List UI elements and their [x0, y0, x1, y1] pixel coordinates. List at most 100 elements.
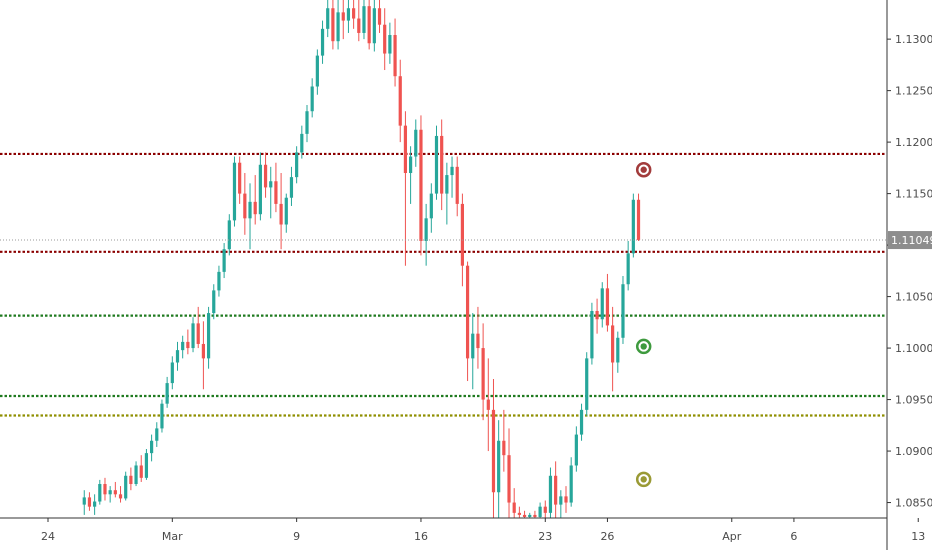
level-marker-2 [635, 471, 652, 488]
candle [590, 302, 594, 365]
candle-body [481, 348, 485, 400]
candle-body [409, 156, 413, 174]
candle-body [471, 333, 475, 359]
candle-body [87, 497, 92, 507]
candle [274, 162, 278, 213]
candle [191, 317, 195, 353]
candle-body [118, 494, 123, 499]
candle-body [512, 502, 516, 513]
price-tick-label: 1.12500 [895, 85, 932, 98]
candle [258, 152, 262, 221]
candle-body [367, 6, 371, 44]
candle [160, 399, 164, 433]
candle [507, 428, 511, 518]
candle-body [295, 152, 299, 178]
candle-body [590, 311, 594, 359]
candle [574, 426, 578, 472]
candle [424, 203, 428, 266]
candle-body [243, 193, 247, 219]
candle-body [284, 197, 288, 225]
candle-body [253, 201, 257, 215]
candle-body [403, 125, 408, 174]
candle-body [502, 440, 506, 456]
current-price-tag-label: 1.11049 [891, 234, 932, 247]
candle [554, 461, 558, 518]
candle [502, 409, 506, 472]
candle-body [574, 434, 578, 466]
candle [186, 329, 190, 355]
candle-body [258, 164, 262, 215]
candle-body [170, 362, 174, 384]
candle-body [181, 341, 185, 351]
candle [367, 0, 371, 50]
candle-body [414, 129, 418, 157]
candle [605, 273, 610, 332]
candle-body [274, 181, 278, 204]
level-marker-0 [635, 161, 652, 178]
candle-body [320, 28, 325, 56]
candle [579, 403, 584, 441]
candle-body [155, 428, 159, 441]
candle [548, 467, 553, 518]
candle [144, 449, 149, 480]
candle [103, 477, 107, 501]
candle [631, 193, 635, 258]
candle-body [388, 35, 392, 54]
time-axis[interactable]: 24 Mar 9 16 23 26 Apr 6 13 [41, 518, 925, 543]
candle-body [522, 514, 527, 517]
candle-body [434, 135, 439, 194]
candle [450, 156, 454, 198]
candle [626, 240, 630, 291]
candle [150, 434, 154, 462]
candle-body [440, 135, 444, 194]
price-tick-label: 1.12000 [895, 136, 932, 149]
candle-body [595, 311, 599, 320]
time-tick-label: 23 [538, 530, 552, 543]
candle [528, 512, 532, 518]
candle-body [212, 290, 216, 314]
candle-body [621, 284, 625, 338]
candle [600, 282, 604, 328]
candle-body [383, 24, 387, 54]
candle [87, 492, 92, 511]
candle [621, 275, 625, 344]
candle-body [134, 465, 138, 485]
level-marker-dot [640, 343, 647, 350]
candle [320, 20, 325, 64]
candle [315, 49, 319, 95]
candle-body [346, 8, 351, 21]
candle [289, 166, 294, 206]
candle-body [201, 343, 205, 359]
candle-body [611, 325, 615, 363]
candle [377, 0, 382, 33]
candle [253, 175, 257, 225]
candle [403, 111, 408, 266]
candle-body [600, 288, 604, 320]
price-tick-label: 1.09000 [895, 445, 932, 458]
time-tick-label: 24 [41, 530, 55, 543]
candle [559, 490, 563, 518]
candle-body [222, 249, 226, 272]
candle [393, 18, 397, 87]
candle-body [352, 8, 356, 19]
time-tick-label: 26 [600, 530, 614, 543]
time-tick-label: Mar [162, 530, 183, 543]
candle-body [326, 8, 330, 29]
price-axis[interactable]: 1.130001.125001.120001.115001.110001.105… [887, 33, 932, 510]
candle-body [491, 409, 496, 493]
candle-body [336, 12, 340, 42]
candle-body [569, 465, 573, 503]
candle [357, 0, 361, 42]
candle [522, 510, 527, 518]
candle [465, 261, 470, 382]
candle-body [310, 86, 314, 112]
candle [440, 119, 444, 211]
candle-body [165, 383, 169, 404]
candle-body [269, 181, 273, 188]
candle [284, 193, 288, 233]
candle-body [528, 514, 532, 517]
candle [497, 420, 501, 518]
candle [222, 243, 226, 279]
